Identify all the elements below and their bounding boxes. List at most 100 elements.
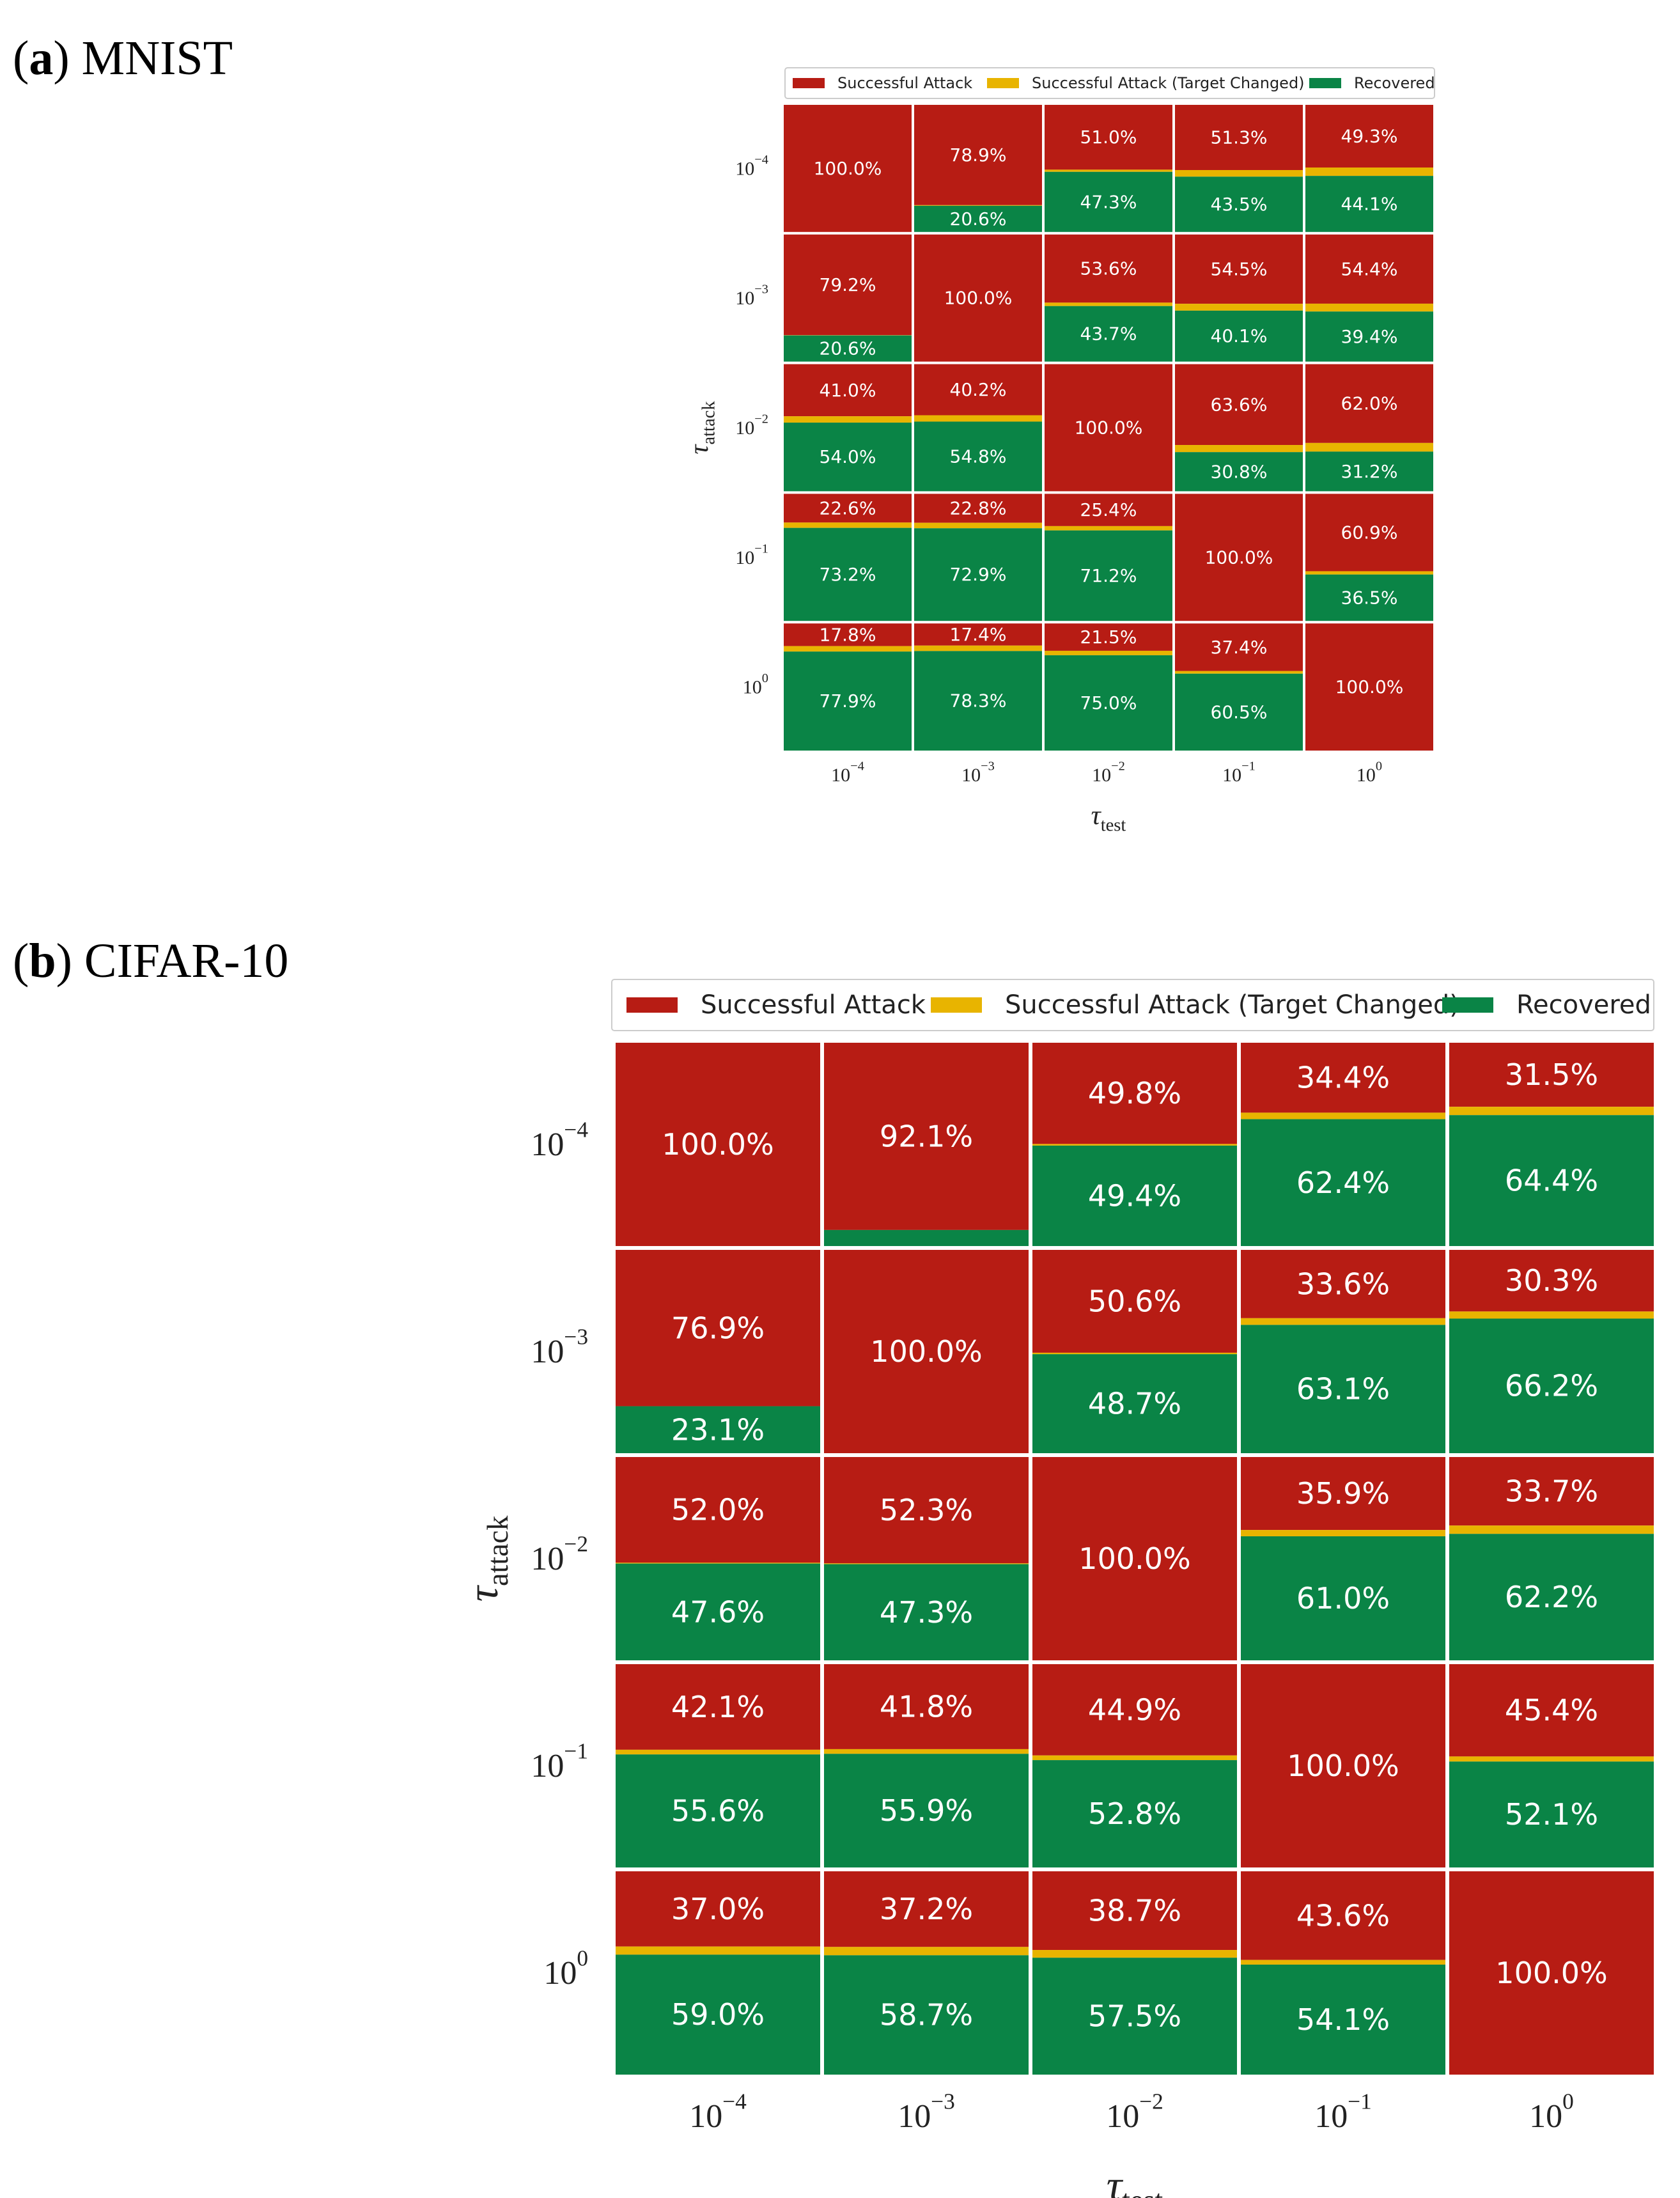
recovered-segment bbox=[914, 651, 1042, 751]
grid-cell: 63.6% 30.8% bbox=[1175, 364, 1303, 492]
attack-segment bbox=[784, 494, 912, 523]
legend: Successful Attack Successful Attack (Targ… bbox=[784, 67, 1435, 99]
y-tick-label: 10−4 bbox=[735, 153, 768, 179]
target-changed-segment bbox=[824, 1947, 1029, 1956]
attack-value-label: 21.5% bbox=[1080, 627, 1137, 648]
grid-cell: 40.2% 54.8% bbox=[914, 364, 1042, 492]
grid-cell: 49.8% 49.4% bbox=[1032, 1043, 1237, 1246]
recovered-value-label: 64.4% bbox=[1505, 1164, 1598, 1198]
recovered-value-label: 71.2% bbox=[1080, 565, 1137, 586]
panel-a-name: MNIST bbox=[81, 31, 233, 85]
recovered-segment bbox=[914, 205, 1042, 232]
attack-segment bbox=[1449, 1664, 1654, 1757]
attack-value-label: 37.4% bbox=[1211, 637, 1268, 658]
recovered-segment bbox=[616, 1954, 820, 2075]
grid-cell: 33.6% 63.1% bbox=[1241, 1250, 1445, 1453]
attack-value-label: 31.5% bbox=[1505, 1057, 1598, 1092]
attack-value-label: 51.3% bbox=[1211, 127, 1268, 148]
attack-value-label: 41.0% bbox=[820, 380, 876, 401]
target-changed-segment bbox=[1175, 169, 1303, 177]
legend-label: Successful Attack (Target Changed) bbox=[1032, 74, 1305, 92]
target-changed-segment bbox=[1045, 650, 1172, 655]
recovered-value-label: 43.7% bbox=[1080, 323, 1137, 345]
grid-cell: 34.4% 62.4% bbox=[1241, 1043, 1445, 1246]
recovered-segment bbox=[616, 1563, 820, 1660]
grid-cell: 100.0% bbox=[1032, 1457, 1237, 1660]
y-tick-label: 10−1 bbox=[531, 1738, 588, 1784]
panel-a-title: (a) MNIST bbox=[13, 31, 233, 85]
recovered-value-label: 49.4% bbox=[1088, 1178, 1181, 1213]
attack-value-label: 53.6% bbox=[1080, 258, 1137, 279]
grid-cell: 41.0% 54.0% bbox=[784, 364, 912, 492]
attack-segment bbox=[784, 234, 912, 336]
attack-value-label: 17.4% bbox=[950, 624, 1007, 645]
x-tick-label: 10−4 bbox=[689, 2089, 747, 2135]
attack-segment bbox=[1241, 1457, 1445, 1531]
target-changed-segment bbox=[1305, 442, 1433, 452]
attack-value-label: 40.2% bbox=[950, 379, 1007, 400]
target-changed-segment bbox=[1175, 671, 1303, 674]
grid-cell: 78.9% 20.6% bbox=[914, 105, 1042, 232]
target-changed-segment bbox=[914, 522, 1042, 529]
grid-cell: 100.0% bbox=[914, 234, 1042, 362]
grid-cell: 43.6% 54.1% bbox=[1241, 1871, 1445, 2075]
grid-cell: 53.6% 43.7% bbox=[1045, 234, 1172, 362]
svg-text:τattack: τattack bbox=[685, 401, 719, 455]
grid-cell: 100.0% bbox=[1175, 494, 1303, 621]
grid-cell: 51.0% 47.3% bbox=[1045, 105, 1172, 232]
recovered-value-label: 47.3% bbox=[1080, 191, 1137, 212]
attack-segment bbox=[824, 1871, 1029, 1947]
grid-cell: 79.2% 20.6% bbox=[784, 234, 912, 362]
x-tick-label: 10−2 bbox=[1092, 760, 1125, 786]
grid-cell: 22.8% 72.9% bbox=[914, 494, 1042, 621]
attack-segment bbox=[616, 1664, 820, 1750]
attack-segment bbox=[1241, 1871, 1445, 1960]
grid-cell: 35.9% 61.0% bbox=[1241, 1457, 1445, 1660]
y-tick-label: 10−3 bbox=[735, 283, 768, 309]
recovered-value-label: 62.4% bbox=[1296, 1165, 1390, 1200]
recovered-segment bbox=[1045, 171, 1172, 232]
recovered-value-label: 58.7% bbox=[880, 1998, 973, 2032]
attack-value-label: 44.9% bbox=[1088, 1692, 1181, 1727]
grid-cell: 22.6% 73.2% bbox=[784, 494, 912, 621]
target-changed-segment bbox=[1045, 526, 1172, 531]
attack-segment bbox=[1449, 1457, 1654, 1526]
recovered-value-label: 57.5% bbox=[1088, 1999, 1181, 2034]
attack-segment bbox=[1175, 494, 1303, 621]
target-changed-segment bbox=[1449, 1107, 1654, 1116]
recovered-value-label: 62.2% bbox=[1505, 1580, 1598, 1614]
panel-a-letter: a bbox=[29, 31, 54, 85]
grid-cell: 37.2% 58.7% bbox=[824, 1871, 1029, 2075]
legend-swatch-attack bbox=[793, 78, 825, 88]
attack-segment bbox=[1032, 1871, 1237, 1951]
grid-cell: 54.4% 39.4% bbox=[1305, 234, 1433, 362]
recovered-segment bbox=[616, 1754, 820, 1867]
attack-value-label: 43.6% bbox=[1296, 1898, 1390, 1933]
attack-value-label: 78.9% bbox=[950, 144, 1007, 166]
attack-segment bbox=[1175, 364, 1303, 446]
recovered-segment bbox=[784, 335, 912, 362]
y-tick-label: 10−1 bbox=[735, 542, 768, 568]
recovered-segment bbox=[1175, 310, 1303, 362]
target-changed-segment bbox=[1045, 302, 1172, 306]
recovered-segment bbox=[616, 1406, 820, 1453]
attack-value-label: 54.4% bbox=[1341, 258, 1398, 279]
target-changed-segment bbox=[616, 1946, 820, 1955]
attack-segment bbox=[1305, 364, 1433, 443]
grid-cell: 41.8% 55.9% bbox=[824, 1664, 1029, 1867]
attack-segment bbox=[1305, 234, 1433, 304]
grid-cell: 49.3% 44.1% bbox=[1305, 105, 1433, 232]
recovered-value-label: 78.3% bbox=[950, 690, 1007, 712]
recovered-value-label: 23.1% bbox=[671, 1412, 765, 1447]
panel-b-letter: b bbox=[29, 934, 56, 988]
attack-value-label: 35.9% bbox=[1296, 1476, 1390, 1511]
recovered-segment bbox=[1305, 574, 1433, 621]
recovered-segment bbox=[914, 528, 1042, 621]
recovered-segment bbox=[1032, 1760, 1237, 1867]
recovered-segment bbox=[1032, 1958, 1237, 2075]
grid-cell: 100.0% bbox=[1045, 364, 1172, 492]
x-tick-label: 10−3 bbox=[961, 760, 995, 786]
target-changed-segment bbox=[824, 1563, 1029, 1564]
grid-cell: 100.0% bbox=[616, 1043, 820, 1246]
